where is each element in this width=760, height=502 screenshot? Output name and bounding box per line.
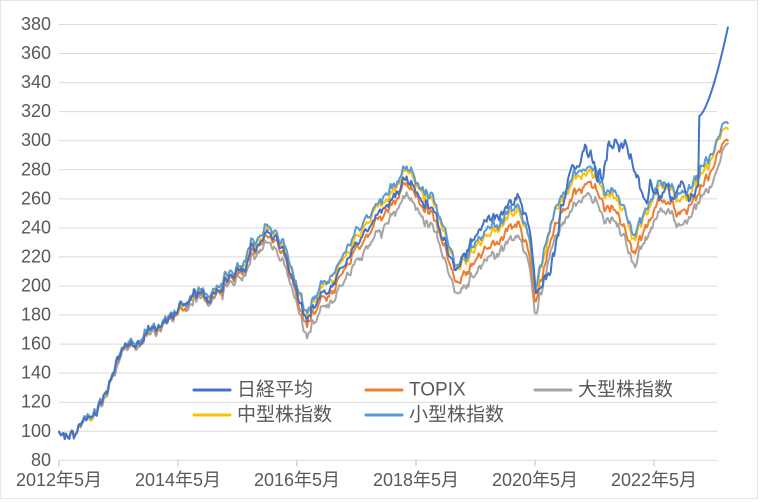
svg-text:260: 260 <box>21 188 51 208</box>
svg-text:300: 300 <box>21 130 51 150</box>
svg-text:380: 380 <box>21 14 51 34</box>
svg-text:2020年5月: 2020年5月 <box>492 470 578 490</box>
svg-text:220: 220 <box>21 246 51 266</box>
svg-text:280: 280 <box>21 159 51 179</box>
svg-text:2012年5月: 2012年5月 <box>16 470 102 490</box>
svg-text:中型株指数: 中型株指数 <box>237 404 332 426</box>
svg-text:240: 240 <box>21 217 51 237</box>
svg-text:TOPIX: TOPIX <box>409 380 466 401</box>
svg-text:大型株指数: 大型株指数 <box>578 379 673 401</box>
svg-text:100: 100 <box>21 421 51 441</box>
svg-text:340: 340 <box>21 72 51 92</box>
svg-text:140: 140 <box>21 363 51 383</box>
svg-text:2018年5月: 2018年5月 <box>373 470 459 490</box>
svg-text:320: 320 <box>21 101 51 121</box>
svg-text:180: 180 <box>21 305 51 325</box>
svg-text:2022年5月: 2022年5月 <box>611 470 697 490</box>
svg-text:360: 360 <box>21 43 51 63</box>
svg-text:160: 160 <box>21 334 51 354</box>
svg-text:120: 120 <box>21 392 51 412</box>
svg-text:小型株指数: 小型株指数 <box>409 404 504 426</box>
svg-text:2014年5月: 2014年5月 <box>135 470 221 490</box>
svg-text:2016年5月: 2016年5月 <box>254 470 340 490</box>
svg-text:80: 80 <box>31 450 51 470</box>
svg-text:日経平均: 日経平均 <box>237 379 313 401</box>
svg-text:200: 200 <box>21 275 51 295</box>
